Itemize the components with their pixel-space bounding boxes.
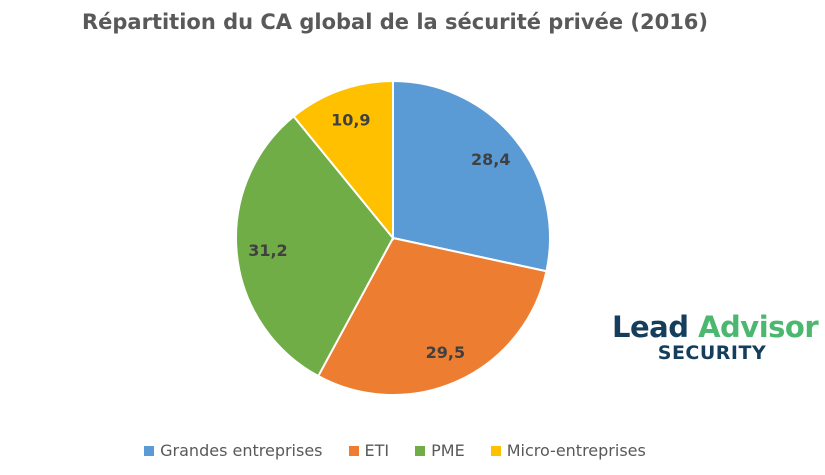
legend-swatch — [144, 445, 155, 456]
data-label: 28,4 — [471, 150, 510, 169]
pie-slice-eti — [316, 236, 548, 396]
logo-text-advisor: Advisor — [698, 310, 819, 344]
legend: Grandes entreprises ETI PME Micro-entrep… — [0, 441, 790, 460]
legend-swatch — [415, 445, 426, 456]
legend-item-grandes-entreprises: Grandes entreprises — [144, 441, 323, 460]
data-label: 10,9 — [331, 111, 370, 130]
legend-item-eti: ETI — [348, 441, 390, 460]
pie-slice-grandes-entreprises — [392, 79, 551, 273]
pie-slice-micro-entreprises — [292, 79, 394, 241]
legend-label: PME — [431, 441, 465, 460]
logo-text-security: SECURITY — [657, 342, 767, 364]
logo-text-lead: Lead — [612, 310, 689, 344]
data-label: 31,2 — [248, 241, 287, 260]
legend-item-micro-entreprises: Micro-entreprises — [490, 441, 646, 460]
legend-item-pme: PME — [415, 441, 465, 460]
legend-label: ETI — [364, 441, 390, 460]
legend-label: Micro-entreprises — [506, 441, 646, 460]
pie-slice-pme — [235, 114, 395, 378]
legend-swatch — [490, 445, 501, 456]
lead-advisor-logo: Lead Advisor SECURITY — [612, 310, 819, 364]
chart-title: Répartition du CA global de la sécurité … — [81, 10, 709, 34]
data-label: 29,5 — [426, 343, 465, 362]
legend-label: Grandes entreprises — [160, 441, 323, 460]
legend-swatch — [348, 445, 359, 456]
